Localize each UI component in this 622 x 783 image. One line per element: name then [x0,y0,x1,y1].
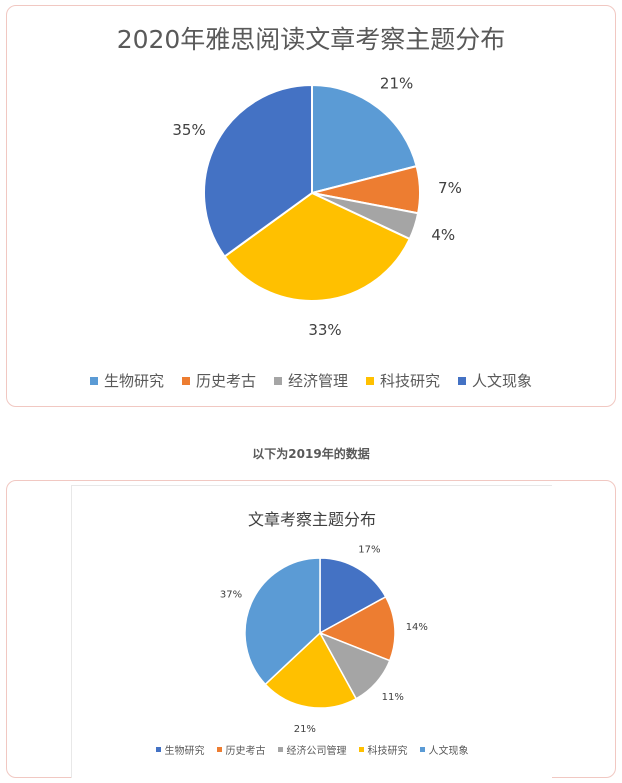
legend-swatch [358,747,364,752]
pie-slice [319,557,387,635]
pie-slice [203,83,313,258]
pie-chart-2020: 21% 7% 4% 33% 35% [172,74,462,339]
chart-legend: 生物研究 历史考古 经济管理 科技研究 人文现象 [7,370,615,391]
legend-entry: 经济管理 [273,370,348,391]
data-label: 37% [220,589,242,600]
pie-chart-2019: 17% 14% 11% 21% 37% [220,545,428,735]
legend-swatch [419,747,425,752]
legend-entry: 科技研究 [358,742,408,757]
pie-slice [318,595,396,662]
legend-entry: 历史考古 [216,742,266,757]
legend-entry: 人文现象 [419,742,469,757]
legend-entry: 人文现象 [458,370,532,391]
legend-label: 生物研究 [164,746,205,757]
chart-card-2020: 2020年雅思阅读文章考察主题分布 21% 7% 4% 33% 35% 生物研究 历史考古… [6,5,616,407]
legend-label: 历史考古 [195,372,256,390]
pie-slice [311,83,418,195]
legend-entry: 生物研究 [89,370,164,391]
legend-swatch [458,376,467,385]
separator-note: 以下为2019年的数据 [252,447,370,461]
legend-swatch [277,747,283,752]
legend-label: 经济管理 [287,372,348,390]
chart-card-2019: 文章考察主题分布 17% 14% 11% 21% 37% 生物研究 历史考古 经济公司管理 科… [6,480,616,778]
data-label: 4% [431,226,455,244]
legend-label: 经济公司管理 [286,746,347,757]
data-label: 11% [382,692,404,703]
legend-swatch [89,376,98,385]
legend-label: 科技研究 [380,372,441,390]
data-label: 21% [380,74,413,92]
legend-label: 人文现象 [428,746,469,757]
legend-swatch [155,747,161,752]
legend-entry: 经济公司管理 [277,742,347,757]
data-label: 21% [294,724,316,735]
pie-slice [264,631,358,709]
legend-swatch [216,747,222,752]
legend-swatch [273,376,282,385]
legend-swatch [181,376,190,385]
legend-label: 生物研究 [103,372,164,390]
legend-label: 科技研究 [367,746,408,757]
legend-entry: 科技研究 [366,370,440,391]
data-label: 35% [172,121,205,139]
chart-title: 2020年雅思阅读文章考察主题分布 [116,25,506,54]
data-label: 14% [406,622,428,633]
data-label: 33% [308,321,341,339]
legend-entry: 生物研究 [155,742,205,757]
legend-swatch [366,376,374,385]
chart-title: 文章考察主题分布 [247,510,376,529]
chart-legend: 生物研究 历史考古 经济公司管理 科技研究 人文现象 [72,742,552,757]
pie-slice [223,191,412,302]
data-label: 7% [438,179,462,197]
chart-panel: 文章考察主题分布 17% 14% 11% 21% 37% 生物研究 历史考古 经济公司管理 科… [71,485,552,778]
legend-entry: 历史考古 [181,370,256,391]
data-label: 17% [358,545,380,556]
legend-label: 人文现象 [472,372,533,390]
legend-label: 历史考古 [225,746,266,757]
pie-slice [244,557,321,686]
